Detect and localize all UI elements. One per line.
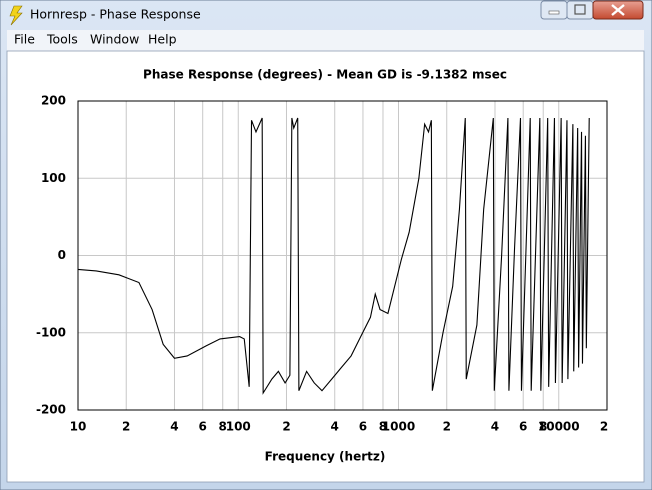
plot-border [77,100,608,411]
app-icon [9,5,23,26]
x-tick-label: 8 [539,420,547,434]
x-tick-label: 4 [170,420,178,434]
minimize-button[interactable] [540,0,568,20]
x-tick-label: 1000 [382,420,415,434]
x-tick-label: 10000 [538,420,580,434]
y-tick-label: 200 [41,94,66,108]
x-tick-label: 2 [282,420,290,434]
x-tick-label: 100 [226,420,251,434]
menu-bar [7,30,644,51]
y-tick-label: 100 [41,171,66,185]
chart-title: Phase Response (degrees) - Mean GD is -9… [143,68,507,82]
x-tick-label: 4 [491,420,499,434]
maximize-button[interactable] [566,0,594,20]
menu-item[interactable]: Help [148,32,177,47]
window-title: Hornresp - Phase Response [30,7,201,22]
x-tick-label: 8 [379,420,387,434]
x-tick-label: 6 [519,420,527,434]
minimize-glyph [548,10,560,15]
x-tick-label: 2 [443,420,451,434]
phase-line [77,117,590,395]
x-tick-label: 6 [199,420,207,434]
menu-item[interactable]: Tools [46,32,78,47]
close-glyph [611,4,625,16]
maximize-glyph [574,4,586,15]
x-tick-label: 2 [600,420,608,434]
menu-item[interactable]: File [14,32,35,47]
menu-item[interactable]: Window [90,32,139,47]
x-axis-label: Frequency (hertz) [265,450,386,464]
y-tick-label: -100 [36,325,66,339]
x-tick-label: 10 [70,420,87,434]
x-tick-label: 2 [122,420,130,434]
y-tick-label: 0 [58,248,66,262]
x-tick-label: 4 [331,420,339,434]
y-tick-label: -200 [36,403,66,417]
x-tick-label: 8 [219,420,227,434]
x-tick-label: 6 [359,420,367,434]
